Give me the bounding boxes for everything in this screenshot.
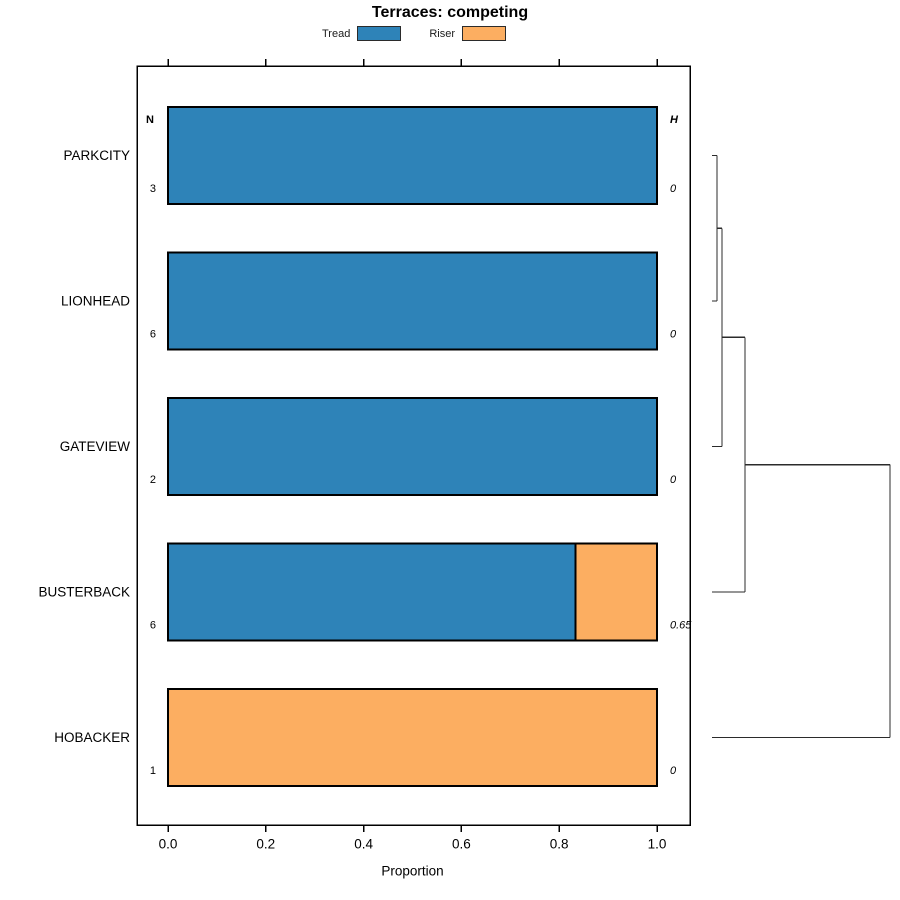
x-axis-tick-label: 0.6 bbox=[452, 837, 471, 852]
category-label: HOBACKER bbox=[54, 730, 130, 745]
legend: Tread Riser bbox=[322, 26, 506, 41]
x-axis-title: Proportion bbox=[381, 864, 443, 879]
category-label: LIONHEAD bbox=[61, 294, 130, 309]
h-value: 0.65 bbox=[670, 619, 692, 631]
bar-segment-tread bbox=[167, 251, 658, 351]
category-label: PARKCITY bbox=[63, 148, 130, 163]
bar-segment-riser bbox=[167, 688, 658, 787]
n-value: 6 bbox=[150, 328, 156, 340]
x-axis-tick-label: 0.8 bbox=[550, 837, 569, 852]
chart-title: Terraces: competing bbox=[371, 4, 529, 21]
bar-segment-riser bbox=[574, 542, 658, 642]
legend-item-tread: Tread bbox=[322, 26, 402, 41]
legend-label: Riser bbox=[429, 27, 455, 40]
legend-item-riser: Riser bbox=[429, 26, 506, 41]
n-value: 3 bbox=[150, 183, 156, 195]
category-label: GATEVIEW bbox=[60, 439, 131, 454]
category-label: BUSTERBACK bbox=[38, 585, 130, 600]
h-value: 0 bbox=[670, 183, 677, 195]
h-value: 0 bbox=[670, 765, 677, 777]
x-axis-tick-label: 0.2 bbox=[256, 837, 275, 852]
bar-segment-tread bbox=[167, 542, 577, 642]
x-axis-tick-label: 1.0 bbox=[648, 837, 667, 852]
h-value: 0 bbox=[670, 474, 677, 486]
h-value: 0 bbox=[670, 328, 677, 340]
h-column-header: H bbox=[670, 114, 679, 126]
legend-swatch-tread bbox=[357, 26, 402, 41]
bar-segment-tread bbox=[167, 397, 658, 496]
n-value: 2 bbox=[150, 474, 156, 486]
legend-label: Tread bbox=[322, 27, 351, 40]
plot-box bbox=[136, 65, 691, 826]
x-axis-tick-label: 0.0 bbox=[159, 837, 178, 852]
n-value: 1 bbox=[150, 765, 156, 777]
n-value: 6 bbox=[150, 619, 156, 631]
bar-segment-tread bbox=[167, 106, 658, 205]
legend-swatch-riser bbox=[462, 26, 506, 41]
x-axis-tick-label: 0.4 bbox=[354, 837, 373, 852]
n-column-header: N bbox=[146, 114, 154, 126]
